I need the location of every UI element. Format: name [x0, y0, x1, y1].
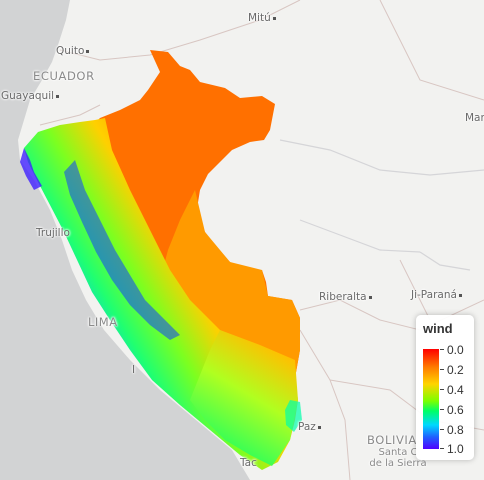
legend-tick — [440, 448, 444, 449]
country-bolivia: BOLIVIA — [367, 433, 417, 447]
peru-central-band — [160, 190, 300, 378]
legend-label-3: 0.6 — [447, 403, 464, 417]
place-tacna-partial: Tac — [240, 457, 257, 469]
place-ica-partial: I — [132, 364, 136, 376]
rivers — [279, 139, 484, 271]
legend-tick — [440, 409, 444, 410]
peru-south-belt — [190, 330, 298, 466]
place-la-paz-partial: Paz — [298, 421, 323, 433]
legend-label-4: 0.8 — [447, 423, 464, 437]
legend-label-5: 1.0 — [447, 442, 464, 456]
place-lima: LIMA — [88, 315, 118, 329]
place-santa-cruz: Santa C de la Sierra — [369, 447, 427, 469]
legend-tick — [440, 369, 444, 370]
legend-tick — [440, 389, 444, 390]
legend-label-0: 0.0 — [447, 343, 464, 357]
color-legend: wind 0.0 0.2 0.4 0.6 0.8 1.0 — [416, 315, 474, 460]
place-manaus-partial: Mar — [465, 112, 484, 124]
peru-andes-ridge — [64, 160, 180, 340]
legend-color-bar — [423, 349, 439, 449]
legend-label-2: 0.4 — [447, 383, 464, 397]
pacific-ocean — [0, 0, 250, 480]
place-guayaquil: Guayaquil — [1, 90, 61, 102]
place-ji-parana: Ji-Paraná — [411, 289, 464, 301]
place-riberalta: Riberalta — [319, 291, 374, 303]
peru-wind-raster — [20, 50, 302, 470]
place-mitu: Mitú — [248, 12, 278, 24]
peru-lake-titicaca — [285, 400, 302, 432]
country-ecuador: ECUADOR — [33, 69, 95, 83]
legend-tick — [440, 349, 444, 350]
legend-label-1: 0.2 — [447, 363, 464, 377]
legend-title: wind — [423, 321, 453, 336]
legend-tick — [440, 429, 444, 430]
place-quito: Quito — [56, 45, 91, 57]
place-trujillo: Trujillo — [36, 227, 70, 239]
peru-coastal-strip — [20, 148, 42, 190]
